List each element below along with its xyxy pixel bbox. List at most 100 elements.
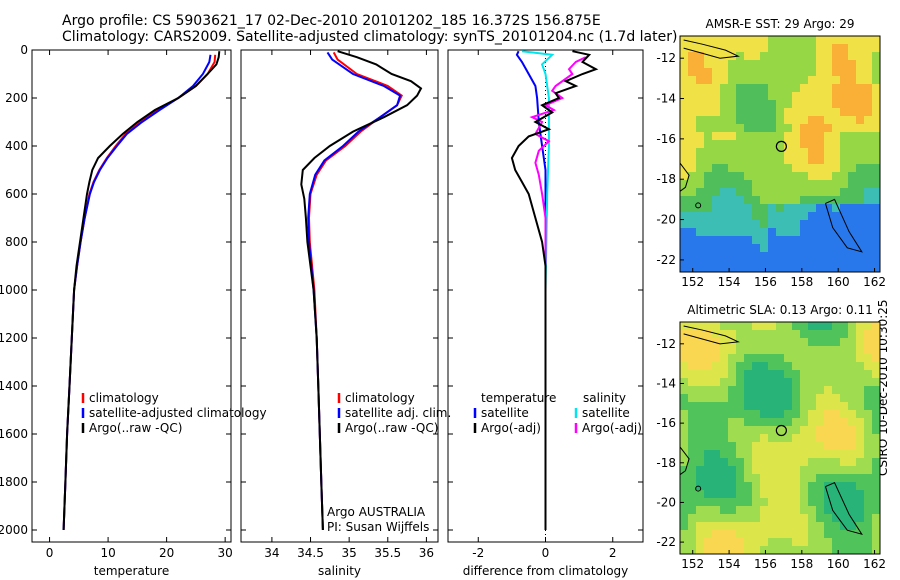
sst-map-cell: [680, 100, 688, 108]
sla-map-cell: [792, 378, 800, 386]
depth-tick-label: 1000: [0, 283, 28, 297]
sla-map-cell: [784, 386, 792, 394]
sla-map-cell: [752, 354, 760, 362]
sla-map-cell: [696, 330, 704, 338]
sst-map-cell: [768, 68, 776, 76]
sst-map-cell: [680, 260, 688, 268]
sla-map-cell: [848, 490, 856, 498]
sla-map-cell: [864, 490, 872, 498]
sst-map-cell: [808, 140, 816, 148]
sla-map-cell: [696, 362, 704, 370]
sla-map-cell: [728, 394, 736, 402]
sst-map-cell: [832, 172, 840, 180]
sla-map-cell: [712, 394, 720, 402]
sst-map-cell: [760, 156, 768, 164]
sst-map-cell: [832, 132, 840, 140]
sla-map-cell: [744, 394, 752, 402]
sla-map-cell: [768, 490, 776, 498]
sst-map-cell: [680, 156, 688, 164]
sla-map-cell: [696, 498, 704, 506]
sla-map-cell: [680, 506, 688, 514]
sst-map-cell: [800, 244, 808, 252]
sst-map-cell: [712, 92, 720, 100]
sst-map-cell: [800, 188, 808, 196]
sst-map-cell: [872, 260, 880, 268]
sla-map-cell: [704, 330, 712, 338]
plot-title-line1: Argo profile: CS 5903621_17 02-Dec-2010 …: [62, 13, 601, 29]
sla-map-xtick-label: 154: [718, 557, 741, 571]
sla-map-cell: [720, 426, 728, 434]
sst-map-cell: [704, 196, 712, 204]
sla-map-cell: [776, 546, 784, 554]
sst-map-cell: [752, 220, 760, 228]
sst-map-cell: [816, 252, 824, 260]
sla-map-cell: [784, 522, 792, 530]
sla-map-cell: [784, 474, 792, 482]
sla-map-cell: [688, 346, 696, 354]
sst-map-cell: [720, 132, 728, 140]
sst-map-cell: [872, 84, 880, 92]
sla-map-cell: [728, 546, 736, 554]
sla-map-cell: [824, 514, 832, 522]
sla-map-cell: [848, 338, 856, 346]
sst-map-cell: [840, 252, 848, 260]
sst-map-cell: [816, 196, 824, 204]
difference-legend-temperature-title: temperature: [481, 391, 556, 405]
sst-map-cell: [752, 188, 760, 196]
salinity-legend-climatology-label: climatology: [345, 391, 415, 405]
sla-map-cell: [688, 434, 696, 442]
sla-map-cell: [816, 498, 824, 506]
sst-map-cell: [680, 172, 688, 180]
sla-map-cell: [832, 354, 840, 362]
sst-map-cell: [816, 156, 824, 164]
sla-map-cell: [768, 338, 776, 346]
sst-map-cell: [864, 124, 872, 132]
sst-map-cell: [736, 252, 744, 260]
sla-map-cell: [704, 442, 712, 450]
sla-map-cell: [824, 546, 832, 554]
sst-map-cell: [848, 212, 856, 220]
sla-map-cell: [848, 346, 856, 354]
sst-map-cell: [760, 180, 768, 188]
sla-map-cell: [824, 394, 832, 402]
sla-map-cell: [688, 338, 696, 346]
sla-map-cell: [752, 538, 760, 546]
depth-tick-label: 2000: [0, 523, 28, 537]
sla-map-cell: [760, 362, 768, 370]
sst-map-cell: [704, 260, 712, 268]
sst-map-cell: [840, 44, 848, 52]
sla-map-cell: [736, 410, 744, 418]
sla-map-cell: [800, 378, 808, 386]
sst-map-cell: [872, 60, 880, 68]
sst-map-cell: [808, 180, 816, 188]
sst-map-cell: [744, 52, 752, 60]
sla-map-cell: [832, 506, 840, 514]
depth-tick-label: 1600: [0, 427, 28, 441]
sst-map-cell: [792, 76, 800, 84]
sst-map-cell: [808, 212, 816, 220]
sla-map-cell: [848, 482, 856, 490]
sst-map-coastline: [683, 39, 740, 59]
sst-map-cell: [728, 164, 736, 172]
sst-map-cell: [832, 108, 840, 116]
sla-map-cell: [760, 522, 768, 530]
difference-legend-temp-satellite-label: satellite: [481, 406, 529, 420]
sst-map-cell: [816, 100, 824, 108]
sla-map-cell: [720, 394, 728, 402]
sst-map-cell: [680, 196, 688, 204]
sla-map-cell: [744, 538, 752, 546]
sst-map-cell: [800, 220, 808, 228]
sst-map-cell: [864, 204, 872, 212]
sla-map-cell: [720, 362, 728, 370]
depth-tick-label: 400: [5, 139, 28, 153]
temperature-xtick-label: 0: [46, 546, 54, 560]
sla-map-cell: [768, 362, 776, 370]
sla-map-cell: [872, 522, 880, 530]
sst-map-cell: [736, 172, 744, 180]
sst-map-cell: [688, 212, 696, 220]
sst-map-cell: [792, 156, 800, 164]
sst-map-cell: [696, 116, 704, 124]
sla-map-cell: [728, 498, 736, 506]
sst-map-cell: [680, 52, 688, 60]
sla-map-ytick-label: -20: [656, 495, 676, 509]
